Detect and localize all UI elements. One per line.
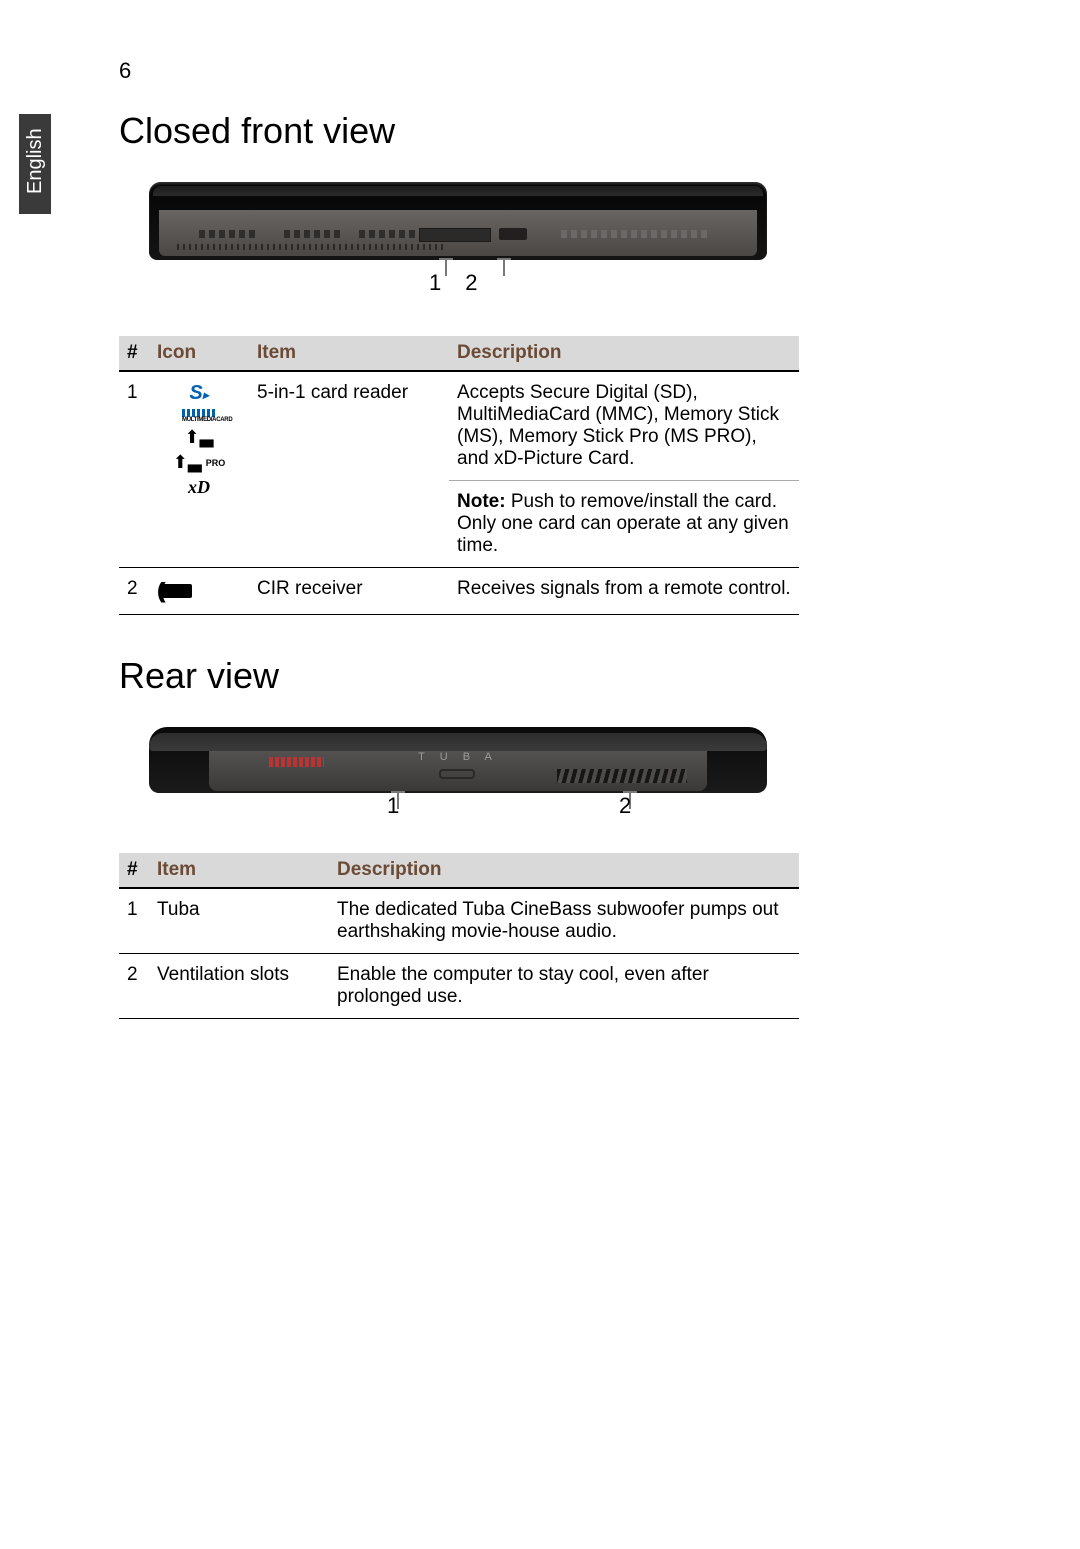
heading-rear-view: Rear view [119, 655, 799, 697]
desc-cell: Accepts Secure Digital (SD), MultiMediaC… [449, 371, 799, 481]
col-item: Item [249, 336, 449, 371]
col-num: # [119, 853, 149, 888]
table-row: 2 Ventilation slots Enable the computer … [119, 954, 799, 1019]
language-tab: English [19, 114, 51, 214]
row-num: 2 [119, 954, 149, 1019]
note-text: Push to remove/install the card. Only on… [457, 491, 789, 556]
rear-vents-graphic [557, 769, 687, 783]
rear-view-table: # Item Description 1 Tuba The dedicated … [119, 853, 799, 1019]
front-view-table: # Icon Item Description 1 S▸ MULTIMEDIAC… [119, 336, 799, 615]
icon-cell: S▸ MULTIMEDIACARD ⬆▃ ⬆▃PRO xD [149, 371, 249, 568]
note-label: Note: [457, 491, 506, 512]
item-cell: 5-in-1 card reader [249, 371, 449, 568]
card-reader-icons: S▸ MULTIMEDIACARD ⬆▃ ⬆▃PRO xD [157, 382, 241, 498]
laptop-rear-illustration: T U B A [149, 727, 767, 793]
ms-icon: ⬆▃ [185, 427, 214, 448]
ms-pro-icon: ⬆▃PRO [173, 452, 225, 473]
tuba-port-graphic [439, 769, 475, 779]
table-row: 2 (( CIR receiver Receives signals from … [119, 568, 799, 615]
callout-num-1: 1 [387, 793, 399, 819]
page-number: 6 [119, 58, 131, 84]
callout-line-1 [445, 258, 447, 276]
laptop-front-illustration [149, 182, 767, 260]
figure-front-view: 1 2 [149, 182, 794, 296]
item-cell: CIR receiver [249, 568, 449, 615]
col-icon: Icon [149, 336, 249, 371]
callout-num-2: 2 [465, 270, 477, 296]
col-desc: Description [449, 336, 799, 371]
desc-cell: Enable the computer to stay cool, even a… [329, 954, 799, 1019]
desc-cell: The dedicated Tuba CineBass subwoofer pu… [329, 888, 799, 954]
callout-line-2 [503, 258, 505, 276]
page-content: Closed front view 1 2 # Icon I [119, 100, 799, 1019]
tuba-brand-text: T U B A [389, 751, 527, 765]
item-cell: Tuba [149, 888, 329, 954]
rear-callout-numbers: 1 2 [149, 793, 794, 823]
item-cell: Ventilation slots [149, 954, 329, 1019]
card-reader-slot-graphic [419, 228, 491, 242]
icon-cell: (( [149, 568, 249, 615]
mmc-icon: MULTIMEDIACARD [182, 409, 216, 423]
col-num: # [119, 336, 149, 371]
table-row: 1 S▸ MULTIMEDIACARD ⬆▃ ⬆▃PRO xD 5-in-1 c… [119, 371, 799, 481]
callout-num-2: 2 [619, 793, 631, 819]
row-num: 1 [119, 371, 149, 568]
cir-slot-graphic [499, 228, 527, 240]
desc-note-cell: Note: Push to remove/install the card. O… [449, 481, 799, 568]
sd-icon: S▸ [189, 382, 208, 405]
xd-icon: xD [188, 477, 210, 498]
desc-cell: Receives signals from a remote control. [449, 568, 799, 615]
col-desc: Description [329, 853, 799, 888]
row-num: 1 [119, 888, 149, 954]
col-item: Item [149, 853, 329, 888]
front-callout-numbers: 1 2 [429, 270, 794, 296]
cir-receiver-icon: (( [157, 578, 241, 604]
figure-rear-view: T U B A 1 2 [149, 727, 794, 823]
heading-front-view: Closed front view [119, 110, 799, 152]
callout-num-1: 1 [429, 270, 441, 296]
table-row: 1 Tuba The dedicated Tuba CineBass subwo… [119, 888, 799, 954]
row-num: 2 [119, 568, 149, 615]
